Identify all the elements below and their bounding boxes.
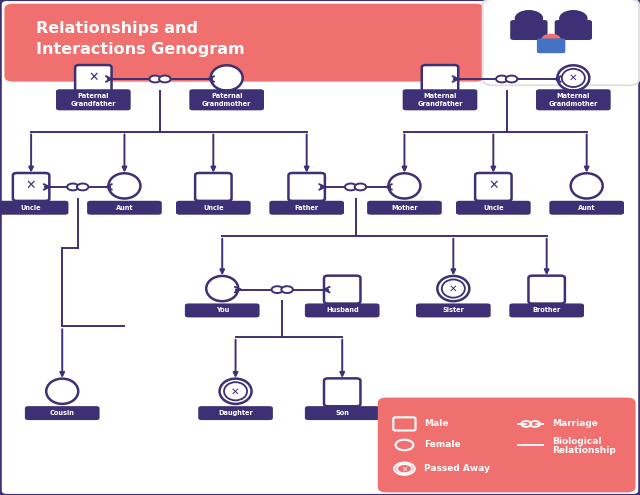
FancyBboxPatch shape — [198, 406, 273, 420]
Circle shape — [77, 184, 88, 191]
Circle shape — [355, 184, 366, 191]
Text: Son: Son — [335, 410, 349, 416]
FancyBboxPatch shape — [324, 378, 360, 406]
FancyBboxPatch shape — [422, 65, 458, 93]
Text: Male: Male — [424, 419, 449, 428]
Ellipse shape — [224, 382, 247, 400]
Ellipse shape — [46, 379, 78, 404]
Ellipse shape — [388, 173, 420, 198]
FancyBboxPatch shape — [549, 201, 624, 215]
Ellipse shape — [220, 379, 252, 404]
FancyBboxPatch shape — [25, 406, 100, 420]
Text: Paternal
Grandfather: Paternal Grandfather — [70, 93, 116, 106]
Text: Biological: Biological — [552, 437, 602, 446]
FancyBboxPatch shape — [305, 303, 380, 317]
FancyBboxPatch shape — [416, 303, 491, 317]
Text: Paternal
Grandmother: Paternal Grandmother — [202, 93, 252, 106]
Text: Uncle: Uncle — [483, 205, 504, 211]
Text: Cousin: Cousin — [50, 410, 75, 416]
Circle shape — [541, 34, 561, 45]
Text: Passed Away: Passed Away — [424, 464, 490, 473]
FancyBboxPatch shape — [529, 276, 565, 303]
Text: ✕: ✕ — [401, 464, 408, 473]
Ellipse shape — [571, 173, 603, 198]
Text: Brother: Brother — [532, 307, 561, 313]
Text: ✕: ✕ — [88, 71, 99, 85]
FancyBboxPatch shape — [456, 201, 531, 215]
Text: Marriage: Marriage — [552, 419, 598, 428]
FancyBboxPatch shape — [176, 201, 251, 215]
Text: ✕: ✕ — [449, 284, 458, 294]
FancyBboxPatch shape — [56, 89, 131, 110]
FancyBboxPatch shape — [87, 201, 162, 215]
Text: ✕: ✕ — [26, 179, 36, 193]
Text: Husband: Husband — [326, 307, 358, 313]
FancyBboxPatch shape — [189, 89, 264, 110]
FancyBboxPatch shape — [269, 201, 344, 215]
FancyBboxPatch shape — [555, 20, 592, 40]
Text: Aunt: Aunt — [116, 205, 133, 211]
Text: Interactions Genogram: Interactions Genogram — [36, 42, 244, 57]
Ellipse shape — [437, 276, 469, 301]
Circle shape — [282, 286, 293, 293]
FancyBboxPatch shape — [185, 303, 260, 317]
Text: Father: Father — [294, 205, 319, 211]
FancyBboxPatch shape — [195, 173, 232, 201]
Circle shape — [159, 76, 171, 82]
FancyBboxPatch shape — [483, 0, 639, 85]
FancyBboxPatch shape — [75, 65, 111, 93]
FancyBboxPatch shape — [537, 39, 565, 53]
Circle shape — [506, 76, 517, 82]
Circle shape — [271, 286, 283, 293]
Text: Mother: Mother — [391, 205, 418, 211]
FancyBboxPatch shape — [13, 173, 49, 201]
Text: Daughter: Daughter — [218, 410, 253, 416]
FancyBboxPatch shape — [475, 173, 511, 201]
Text: ✕: ✕ — [231, 386, 240, 396]
Text: Relationship: Relationship — [552, 446, 616, 455]
Ellipse shape — [206, 276, 238, 301]
Circle shape — [67, 184, 79, 191]
Text: Uncle: Uncle — [20, 205, 42, 211]
Ellipse shape — [211, 65, 243, 91]
Ellipse shape — [108, 173, 140, 198]
Circle shape — [149, 76, 161, 82]
Text: ✕: ✕ — [569, 73, 578, 83]
Text: Aunt: Aunt — [578, 205, 595, 211]
Ellipse shape — [557, 65, 589, 91]
FancyBboxPatch shape — [536, 89, 611, 110]
Circle shape — [496, 76, 508, 82]
Ellipse shape — [442, 280, 465, 297]
Text: Relationships and: Relationships and — [36, 21, 198, 36]
FancyBboxPatch shape — [367, 201, 442, 215]
FancyBboxPatch shape — [403, 89, 477, 110]
FancyBboxPatch shape — [0, 201, 68, 215]
Text: Maternal
Grandfather: Maternal Grandfather — [417, 93, 463, 106]
FancyBboxPatch shape — [510, 20, 548, 40]
Text: Female: Female — [424, 441, 461, 449]
Circle shape — [345, 184, 356, 191]
Text: ✕: ✕ — [488, 179, 499, 193]
FancyBboxPatch shape — [378, 397, 636, 493]
Circle shape — [559, 10, 588, 27]
Text: You: You — [216, 307, 229, 313]
FancyBboxPatch shape — [324, 276, 360, 303]
FancyBboxPatch shape — [305, 406, 380, 420]
Text: Uncle: Uncle — [203, 205, 223, 211]
Text: Sister: Sister — [442, 307, 464, 313]
FancyBboxPatch shape — [4, 3, 484, 82]
Text: Maternal
Grandmother: Maternal Grandmother — [548, 93, 598, 106]
FancyBboxPatch shape — [509, 303, 584, 317]
FancyBboxPatch shape — [289, 173, 325, 201]
Ellipse shape — [562, 69, 585, 87]
Circle shape — [515, 10, 543, 27]
